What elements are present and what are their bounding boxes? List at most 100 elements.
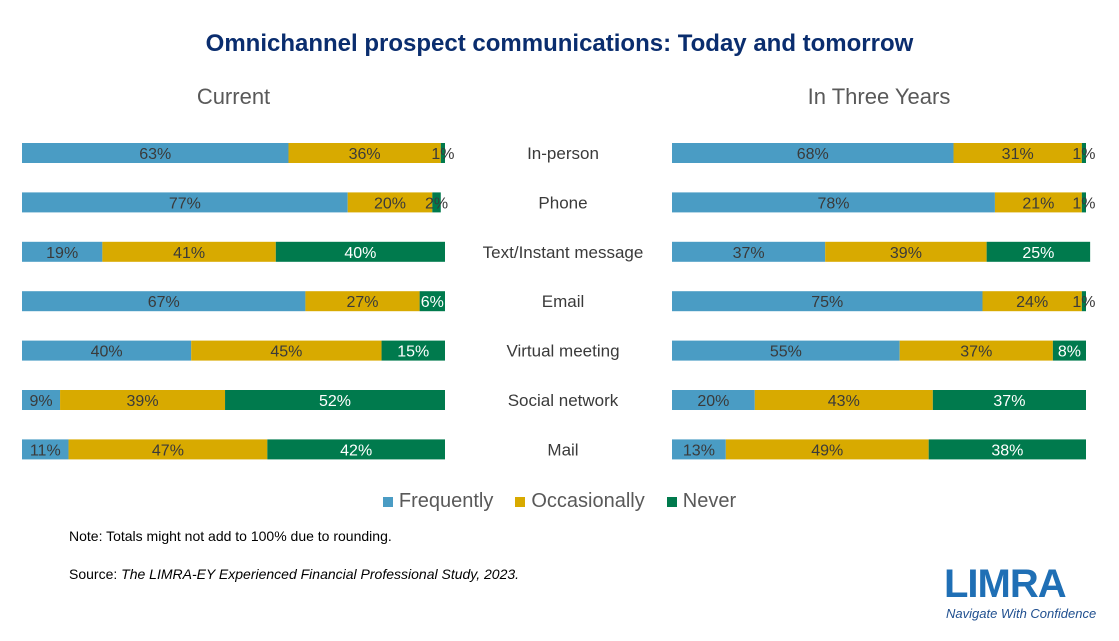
data-label: 55% — [770, 344, 802, 361]
bar-segment — [381, 340, 445, 361]
data-label: 21% — [1022, 195, 1054, 212]
data-label: 6% — [421, 294, 444, 311]
data-label: 27% — [346, 294, 378, 311]
panel-title-current: Current — [196, 84, 271, 109]
data-label: 68% — [797, 146, 829, 163]
data-label: 31% — [1002, 146, 1034, 163]
data-label: 77% — [169, 195, 201, 212]
footnote: Note: Totals might not add to 100% due t… — [69, 528, 392, 544]
data-label: 37% — [993, 393, 1025, 410]
bar-segment — [22, 241, 103, 262]
data-label: 37% — [733, 245, 765, 262]
logo-wordmark: LIMRA — [944, 562, 1067, 606]
data-label: 47% — [152, 442, 184, 459]
data-label: 39% — [890, 245, 922, 262]
data-label: 25% — [1022, 245, 1054, 262]
bar-segment — [267, 439, 445, 460]
bar-segment — [68, 439, 268, 460]
bar-segment — [22, 390, 61, 410]
data-label: 1% — [431, 146, 454, 163]
data-label: 36% — [349, 146, 381, 163]
bar-segment — [440, 143, 445, 163]
bar-segment — [928, 439, 1086, 460]
bar-segment — [288, 143, 441, 163]
data-label: 38% — [991, 442, 1023, 459]
data-label: 78% — [817, 195, 849, 212]
bar-segment — [932, 390, 1086, 410]
data-label: 1% — [1072, 294, 1095, 311]
data-label: 1% — [1072, 146, 1095, 163]
data-label: 40% — [91, 344, 123, 361]
bar-segment — [305, 291, 420, 312]
bar-segment — [672, 241, 826, 262]
legend-label-never: Never — [682, 490, 737, 512]
bar-segment — [1052, 340, 1086, 361]
data-label: 9% — [29, 393, 52, 410]
category-label: Mail — [547, 440, 578, 459]
legend-label-occasionally: Occasionally — [531, 490, 645, 512]
bar-segment — [191, 340, 382, 361]
bar-segment — [953, 143, 1082, 163]
legend-swatch-never — [666, 496, 677, 507]
data-label: 19% — [46, 245, 78, 262]
bar-segment — [672, 340, 900, 361]
bar-segment — [672, 439, 726, 460]
data-label: 45% — [270, 344, 302, 361]
stacked-bar-chart: 63% 36% 1% 77% 20% 2% 19% 41% 40% 67% 27% 6% 40% 45% 1… — [22, 143, 1095, 460]
bar-segment — [22, 192, 348, 213]
bar-segment — [1081, 192, 1086, 213]
legend-item-occasionally: Occasionally — [515, 490, 645, 513]
data-label: 1% — [1072, 195, 1095, 212]
source-note: Source: The LIMRA-EY Experienced Financi… — [69, 566, 519, 582]
data-label: 2% — [425, 195, 448, 212]
source-prefix: Source: — [69, 566, 122, 582]
legend-swatch-frequently — [382, 496, 393, 507]
data-label: 13% — [683, 442, 715, 459]
data-label: 20% — [374, 195, 406, 212]
bar-segment — [672, 192, 995, 213]
bar-segment — [22, 291, 306, 312]
data-label: 52% — [319, 393, 351, 410]
data-label: 11% — [30, 442, 61, 459]
data-label: 41% — [173, 245, 205, 262]
bar-segment — [986, 241, 1091, 262]
legend-swatch-occasionally — [515, 496, 526, 507]
bar-segment — [1081, 291, 1086, 312]
bar-segment — [22, 143, 289, 163]
bar-segment — [982, 291, 1082, 312]
bar-segment — [672, 143, 954, 163]
category-label: In-person — [527, 144, 599, 163]
data-label: 15% — [397, 344, 429, 361]
data-label: 8% — [1058, 344, 1081, 361]
logo-tagline: Navigate With Confidence — [946, 606, 1097, 621]
data-label: 43% — [828, 393, 860, 410]
legend-item-never: Never — [666, 490, 737, 513]
data-label: 24% — [1016, 294, 1048, 311]
data-label: 39% — [127, 393, 159, 410]
bar-segment — [225, 390, 445, 410]
data-label: 40% — [344, 245, 376, 262]
data-label: 75% — [811, 294, 843, 311]
bar-segment — [994, 192, 1082, 213]
bar-segment — [419, 291, 445, 312]
bar-segment — [725, 439, 929, 460]
data-label: 42% — [340, 442, 372, 459]
category-label: Phone — [538, 193, 587, 212]
category-label: Virtual meeting — [506, 342, 619, 361]
chart-legend: Frequently Occasionally Never — [0, 490, 1119, 513]
source-citation: The LIMRA-EY Experienced Financial Profe… — [121, 566, 520, 582]
data-label: 37% — [960, 344, 992, 361]
bar-segment — [22, 340, 192, 361]
panel-title-three-years: In Three Years — [807, 84, 951, 109]
category-label: Social network — [508, 391, 619, 410]
limra-logo: LIMRA Navigate With Confidence — [944, 562, 1097, 626]
category-label: Text/Instant message — [483, 243, 644, 262]
bar-segment — [672, 291, 983, 312]
data-label: 67% — [148, 294, 180, 311]
legend-label-frequently: Frequently — [398, 490, 494, 512]
legend-item-frequently: Frequently — [382, 490, 494, 513]
data-label: 49% — [811, 442, 843, 459]
bar-segment — [825, 241, 987, 262]
bar-segment — [899, 340, 1053, 361]
chart-title: Omnichannel prospect communications: Tod… — [205, 30, 914, 57]
